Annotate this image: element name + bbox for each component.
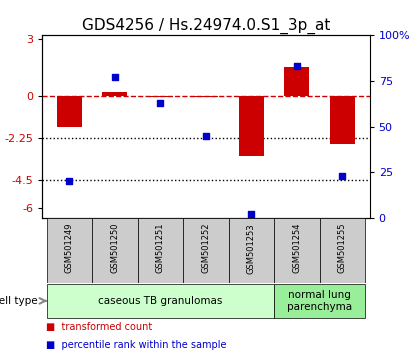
Bar xyxy=(274,218,320,283)
Bar xyxy=(92,218,138,283)
Text: ■  percentile rank within the sample: ■ percentile rank within the sample xyxy=(46,340,227,350)
Bar xyxy=(228,218,274,283)
Bar xyxy=(330,96,355,144)
Text: GSM501250: GSM501250 xyxy=(110,223,119,273)
Text: GSM501255: GSM501255 xyxy=(338,223,347,273)
Text: ■  transformed count: ■ transformed count xyxy=(46,322,152,332)
Bar xyxy=(102,92,127,96)
Bar xyxy=(47,218,92,283)
Text: GSM501249: GSM501249 xyxy=(65,223,74,273)
Text: normal lung
parenchyma: normal lung parenchyma xyxy=(287,290,352,312)
Bar xyxy=(148,96,173,97)
Text: GSM501251: GSM501251 xyxy=(156,223,165,273)
Point xyxy=(339,173,346,179)
Bar xyxy=(193,96,218,97)
Text: GSM501252: GSM501252 xyxy=(201,223,210,273)
Text: GSM501254: GSM501254 xyxy=(292,223,301,273)
Bar xyxy=(239,96,264,156)
Point xyxy=(111,74,118,80)
Text: GSM501253: GSM501253 xyxy=(247,223,256,274)
Bar xyxy=(284,67,309,96)
Point xyxy=(66,178,73,184)
Point xyxy=(248,211,255,217)
Bar xyxy=(320,218,365,283)
Bar xyxy=(274,284,365,318)
Bar xyxy=(183,218,228,283)
Title: GDS4256 / Hs.24974.0.S1_3p_at: GDS4256 / Hs.24974.0.S1_3p_at xyxy=(81,18,330,34)
Point xyxy=(157,100,164,106)
Point xyxy=(202,133,209,138)
Text: caseous TB granulomas: caseous TB granulomas xyxy=(98,296,223,306)
Bar xyxy=(47,284,274,318)
Bar xyxy=(138,218,183,283)
Bar xyxy=(57,96,82,127)
Text: cell type: cell type xyxy=(0,296,38,306)
Point xyxy=(294,64,300,69)
